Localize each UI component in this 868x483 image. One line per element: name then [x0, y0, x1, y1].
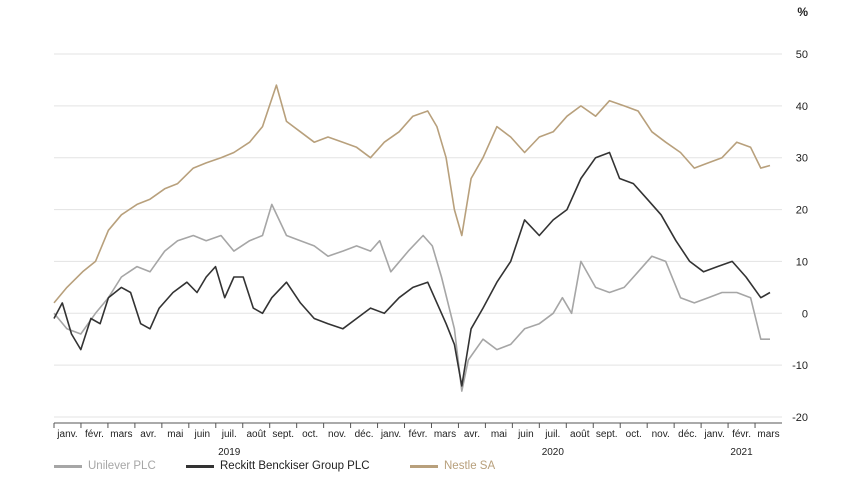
y-tick-label: 40	[796, 101, 808, 113]
x-axis: janv. févr. mars avr. mai juin juil. août sept. o…	[53, 422, 782, 458]
legend-label-nestle: Nestle SA	[444, 460, 496, 472]
x-tick-label: mars	[434, 429, 456, 440]
legend: Unilever PLC Reckitt Benckiser Group PLC…	[54, 460, 834, 476]
x-tick-label: avr.	[464, 429, 480, 440]
x-tick-label: déc.	[355, 429, 374, 440]
x-tick-label: juil.	[544, 429, 560, 440]
x-tick-label: sept.	[272, 429, 294, 440]
legend-item-unilever: Unilever PLC	[54, 460, 156, 472]
series-line-1	[53, 151, 771, 387]
legend-label-unilever: Unilever PLC	[88, 460, 156, 472]
series-line-2	[53, 84, 771, 304]
series-lines	[53, 84, 771, 392]
legend-swatch-nestle	[410, 464, 438, 468]
year-label: 2020	[542, 447, 565, 458]
x-tick-label: nov.	[328, 429, 346, 440]
x-tick-label: févr.	[85, 429, 104, 440]
x-tick-label: mars	[110, 429, 132, 440]
x-tick-label: janv.	[380, 429, 401, 440]
x-tick-label: févr.	[409, 429, 428, 440]
year-label: 2019	[218, 447, 241, 458]
y-tick-label: 50	[796, 49, 808, 61]
x-tick-label: juin	[517, 429, 534, 440]
year-label: 2021	[730, 447, 753, 458]
x-tick-label: janv.	[703, 429, 724, 440]
legend-item-reckitt: Reckitt Benckiser Group PLC	[186, 460, 370, 472]
y-tick-label: -20	[792, 412, 808, 424]
x-tick-label: févr.	[732, 429, 751, 440]
x-tick-label: janv.	[56, 429, 77, 440]
grid-lines	[54, 53, 782, 418]
x-tick-label: oct.	[626, 429, 642, 440]
y-tick-label: 10	[796, 256, 808, 268]
x-tick-label: août	[246, 429, 266, 440]
x-tick-label: déc.	[678, 429, 697, 440]
x-tick-label: août	[570, 429, 590, 440]
series-line-0	[53, 203, 770, 392]
y-tick-label: 30	[796, 153, 808, 165]
y-axis-unit-label: %	[797, 5, 808, 19]
x-tick-label: nov.	[652, 429, 670, 440]
x-tick-label: oct.	[302, 429, 318, 440]
legend-item-nestle: Nestle SA	[410, 460, 495, 472]
x-tick-label: juil.	[221, 429, 237, 440]
y-tick-label: 0	[802, 308, 808, 320]
y-tick-label: 20	[796, 205, 808, 217]
x-tick-label: mai	[491, 429, 507, 440]
x-tick-label: avr.	[140, 429, 156, 440]
x-tick-label: mai	[167, 429, 183, 440]
legend-swatch-reckitt	[186, 464, 214, 468]
legend-label-reckitt: Reckitt Benckiser Group PLC	[220, 460, 370, 472]
y-tick-label: -10	[792, 360, 808, 372]
x-tick-label: juin	[194, 429, 211, 440]
x-tick-label: sept.	[596, 429, 618, 440]
x-tick-label: mars	[757, 429, 779, 440]
legend-swatch-unilever	[54, 464, 82, 468]
y-axis-tick-labels: -20 -10 0 10 20 30 40 50	[792, 49, 808, 424]
